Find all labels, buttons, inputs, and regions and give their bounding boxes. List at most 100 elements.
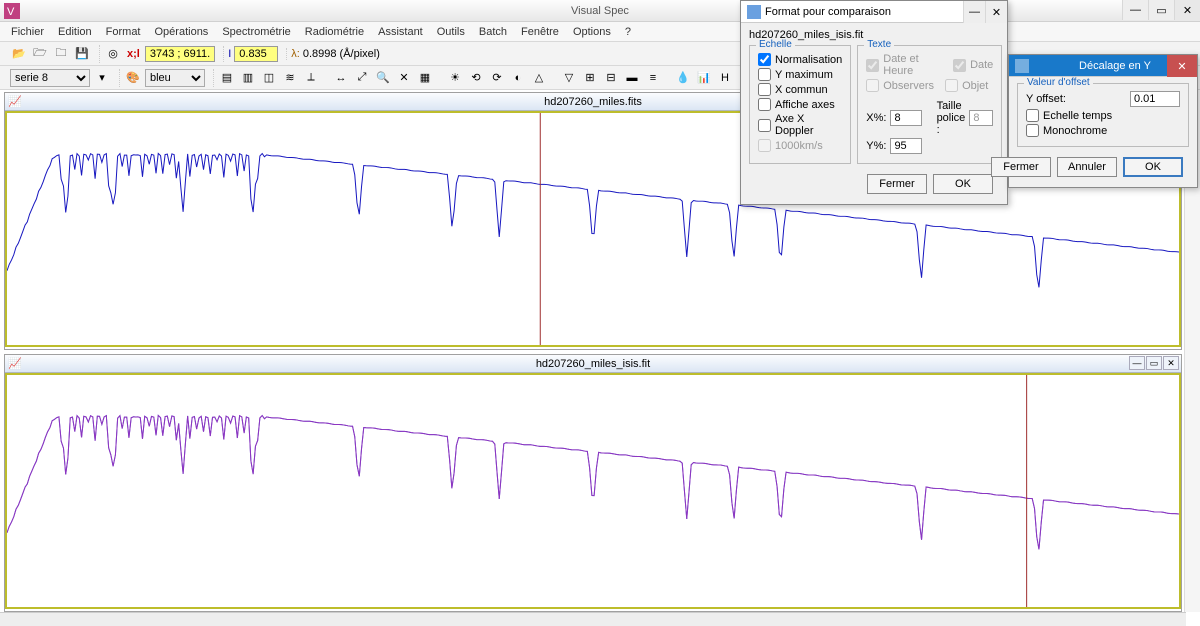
tool-icon-21[interactable]: 📊 xyxy=(695,69,713,87)
save-icon[interactable]: 💾 xyxy=(73,45,91,63)
chk-affiche-axes[interactable] xyxy=(758,98,771,111)
yoffset-input[interactable]: 0.01 xyxy=(1130,91,1180,107)
dlg-offset-fermer[interactable]: Fermer xyxy=(991,157,1051,177)
xl-label: x;l xyxy=(125,48,142,60)
doc2-plot[interactable] xyxy=(5,373,1181,609)
doc2-title: hd207260_miles_isis.fit xyxy=(536,358,650,370)
open-icon[interactable]: 📂 xyxy=(10,45,28,63)
dlg-format-fermer[interactable]: Fermer xyxy=(867,174,927,194)
doc2-max[interactable]: ▭ xyxy=(1146,356,1162,370)
legend-offset: Valeur d'offset xyxy=(1024,77,1093,88)
tool-icon-19[interactable]: ≡ xyxy=(644,69,662,87)
tool-icon-11[interactable]: ⟲ xyxy=(467,69,485,87)
chk-echelle-temps[interactable] xyxy=(1026,109,1039,122)
target-icon[interactable]: ◎ xyxy=(104,45,122,63)
chk-normalisation[interactable] xyxy=(758,53,771,66)
doc2-titlebar[interactable]: 📈 hd207260_miles_isis.fit —▭✕ xyxy=(5,355,1181,373)
minimize-button[interactable]: — xyxy=(1122,0,1148,20)
spectrum-icon: 📈 xyxy=(8,357,22,370)
main-titlebar: V Visual Spec — ▭ ✕ xyxy=(0,0,1200,22)
chk-doppler[interactable] xyxy=(758,119,771,132)
dialog-format: Format pour comparaison — ✕ hd207260_mil… xyxy=(740,0,1008,205)
doc-window-2: 📈 hd207260_miles_isis.fit —▭✕ xyxy=(4,354,1182,612)
dlg-format-close[interactable]: ✕ xyxy=(985,1,1007,23)
chk-dateheure xyxy=(866,59,879,72)
tool-icon-22[interactable]: H xyxy=(716,69,734,87)
close-button[interactable]: ✕ xyxy=(1174,0,1200,20)
tool-icon-5[interactable]: ↔ xyxy=(332,69,350,87)
menu-batch[interactable]: Batch xyxy=(472,24,514,40)
menu-assistant[interactable]: Assistant xyxy=(371,24,430,40)
menu-radiométrie[interactable]: Radiométrie xyxy=(298,24,371,40)
maximize-button[interactable]: ▭ xyxy=(1148,0,1174,20)
legend-texte: Texte xyxy=(864,39,894,50)
chk-objet xyxy=(945,79,958,92)
dlg-offset-ok[interactable]: OK xyxy=(1123,157,1183,177)
chk-xcommun[interactable] xyxy=(758,83,771,96)
tool-icon-13[interactable]: ◐ xyxy=(509,69,527,87)
dlg-offset-titlebar[interactable]: Décalage en Y ✕ xyxy=(1009,55,1197,77)
i-value: 0.835 xyxy=(234,46,278,62)
menu-edition[interactable]: Edition xyxy=(51,24,99,40)
series-select[interactable]: serie 8 xyxy=(10,69,90,87)
doc2-min[interactable]: — xyxy=(1129,356,1145,370)
svg-text:V: V xyxy=(7,6,15,18)
chk-kms xyxy=(758,139,771,152)
legend-echelle: Echelle xyxy=(756,39,795,50)
font-size: 8 xyxy=(969,110,993,126)
tool-icon-17[interactable]: ⊟ xyxy=(602,69,620,87)
chk-monochrome[interactable] xyxy=(1026,124,1039,137)
open3-icon[interactable]: 🗀 xyxy=(52,45,70,63)
tool-icon-3[interactable]: ≋ xyxy=(281,69,299,87)
xl-value: 3743 ; 6911. xyxy=(145,46,215,62)
tool-icon-16[interactable]: ⊞ xyxy=(581,69,599,87)
doc1-title: hd207260_miles.fits xyxy=(544,96,642,108)
dlg-offset-close[interactable]: ✕ xyxy=(1167,55,1197,77)
chk-ymax[interactable] xyxy=(758,68,771,81)
app-icon: V xyxy=(4,3,20,19)
x-percent[interactable]: 8 xyxy=(890,110,922,126)
palette-icon[interactable]: 🎨 xyxy=(124,69,142,87)
dlg-format-ok[interactable]: OK xyxy=(933,174,993,194)
menu-fenêtre[interactable]: Fenêtre xyxy=(514,24,566,40)
menubar: FichierEditionFormatOpérationsSpectromét… xyxy=(0,22,1200,42)
tool-icon-7[interactable]: 🔍 xyxy=(374,69,392,87)
dialog-offset: Décalage en Y ✕ Valeur d'offset Y offset… xyxy=(1008,54,1198,188)
menu-format[interactable]: Format xyxy=(99,24,148,40)
menu-options[interactable]: Options xyxy=(566,24,618,40)
tool-icon-20[interactable]: 💧 xyxy=(674,69,692,87)
menu-outils[interactable]: Outils xyxy=(430,24,472,40)
menu-fichier[interactable]: Fichier xyxy=(4,24,51,40)
dlg-format-min[interactable]: — xyxy=(963,1,985,23)
tool-icon-6[interactable]: ⤢ xyxy=(353,69,371,87)
color-select[interactable]: bleu xyxy=(145,69,205,87)
lambda-icon: λ: xyxy=(291,48,300,60)
tool-icon-4[interactable]: ⟂ xyxy=(302,69,320,87)
y-percent[interactable]: 95 xyxy=(890,138,922,154)
menu-?[interactable]: ? xyxy=(618,24,638,40)
chk-observers xyxy=(866,79,879,92)
tool-icon-8[interactable]: ✕ xyxy=(395,69,413,87)
tool-icon-1[interactable]: ▥ xyxy=(239,69,257,87)
tool-icon-14[interactable]: △ xyxy=(530,69,548,87)
dlg-offset-annuler[interactable]: Annuler xyxy=(1057,157,1117,177)
tool-icon-0[interactable]: ▤ xyxy=(218,69,236,87)
tool-icon-12[interactable]: ⟳ xyxy=(488,69,506,87)
i-label: I xyxy=(228,48,231,60)
chk-date xyxy=(953,59,966,72)
workspace-hscroll[interactable] xyxy=(0,612,1186,626)
tool-icon-2[interactable]: ◫ xyxy=(260,69,278,87)
doc2-close[interactable]: ✕ xyxy=(1163,356,1179,370)
tool-icon-9[interactable]: ▦ xyxy=(416,69,434,87)
open2-icon[interactable]: 🗁 xyxy=(31,45,49,63)
dlg-format-titlebar[interactable]: Format pour comparaison — ✕ xyxy=(741,1,1007,23)
window-icon xyxy=(747,5,761,19)
spectrum-icon: 📈 xyxy=(8,95,22,108)
menu-opérations[interactable]: Opérations xyxy=(148,24,216,40)
dropdown-icon[interactable]: ▾ xyxy=(93,69,111,87)
menu-spectrométrie[interactable]: Spectrométrie xyxy=(215,24,297,40)
tool-icon-18[interactable]: ▬ xyxy=(623,69,641,87)
tool-icon-15[interactable]: ▽ xyxy=(560,69,578,87)
tool-icon-10[interactable]: ☀ xyxy=(446,69,464,87)
app-title: Visual Spec xyxy=(571,5,629,17)
